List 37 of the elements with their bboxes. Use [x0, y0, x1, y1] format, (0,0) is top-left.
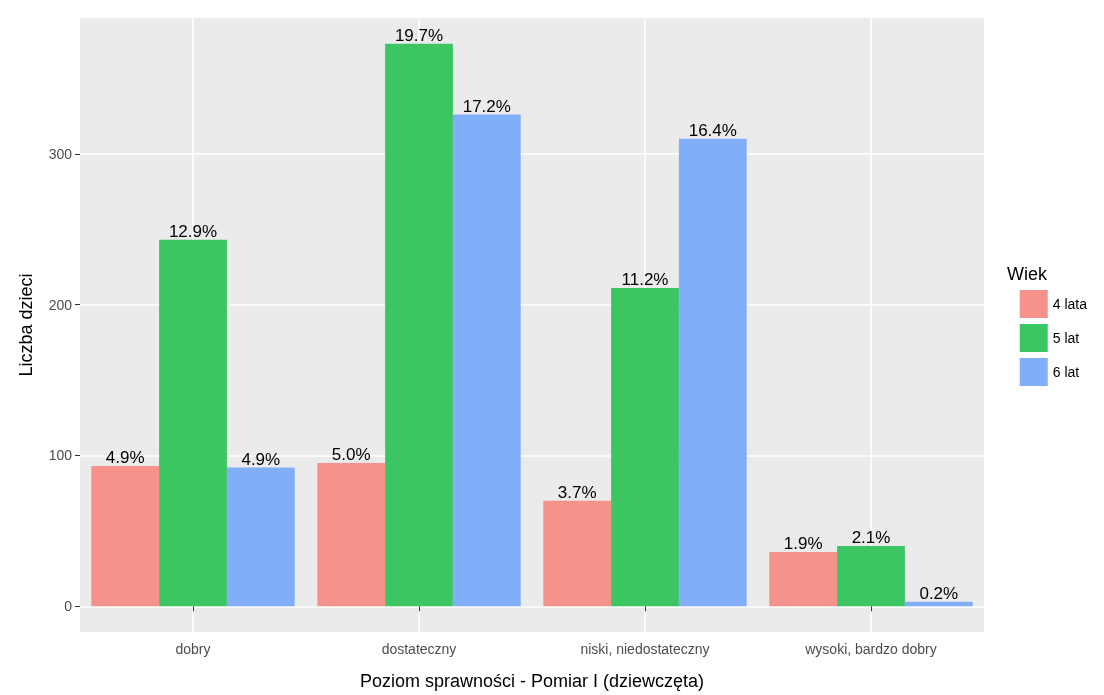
annotation: 2.1%	[851, 528, 891, 548]
annotation: 17.2%	[462, 96, 511, 116]
bar	[317, 463, 386, 607]
x-tick-label: dostateczny	[381, 641, 457, 657]
legend-label: 4 lata	[1052, 296, 1088, 312]
annotation: 4.9%	[105, 448, 145, 468]
legend-label: 5 lat	[1052, 330, 1080, 346]
annotation: 0.2%	[919, 583, 959, 603]
annotation: 1.9%	[783, 534, 823, 554]
annotation: 12.9%	[168, 221, 218, 241]
y-tick-label: 200	[48, 296, 73, 313]
y-axis-title: Liczba dzieci	[16, 273, 36, 377]
bar	[611, 288, 679, 607]
bar	[452, 114, 521, 607]
bar	[678, 138, 747, 607]
annotation: 11.2%	[621, 270, 669, 290]
y-tick-label: 300	[48, 145, 73, 162]
annotation: 19.7%	[394, 25, 444, 45]
bar	[837, 546, 905, 607]
x-tick-label: niski, niedostateczny	[580, 641, 710, 657]
annotation: 4.9%	[241, 449, 281, 469]
legend-label: 6 lat	[1052, 364, 1080, 380]
bar	[159, 239, 227, 607]
annotation: 16.4%	[688, 120, 737, 140]
x-axis-title: Poziom sprawności - Pomiar I (dziewczęta)	[359, 671, 705, 691]
y-tick-label: 100	[48, 447, 73, 464]
bar	[91, 466, 160, 607]
y-tick-label: 0	[64, 598, 73, 615]
bar	[385, 43, 453, 607]
x-tick-label: wysoki, bardzo dobry	[804, 641, 937, 657]
annotation: 5.0%	[331, 445, 371, 465]
annotation: 3.7%	[557, 482, 597, 502]
bar	[543, 500, 612, 607]
bar	[226, 467, 295, 607]
x-tick-label: dobry	[175, 641, 211, 657]
legend-title: Wiek	[1007, 264, 1048, 284]
bar	[769, 552, 838, 607]
